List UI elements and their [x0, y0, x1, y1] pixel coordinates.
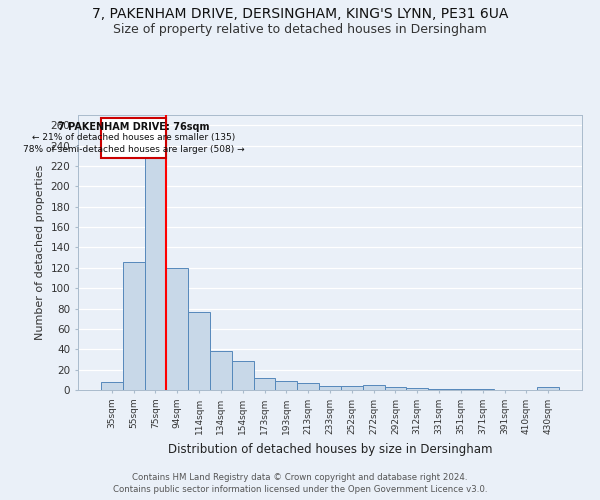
- Text: Distribution of detached houses by size in Dersingham: Distribution of detached houses by size …: [168, 442, 492, 456]
- Bar: [297, 383, 319, 390]
- Bar: [385, 387, 406, 390]
- Bar: [363, 385, 385, 390]
- Bar: [101, 118, 166, 158]
- Bar: [123, 262, 145, 390]
- Text: 7 PAKENHAM DRIVE: 76sqm: 7 PAKENHAM DRIVE: 76sqm: [58, 122, 209, 132]
- Bar: [188, 312, 210, 390]
- Y-axis label: Number of detached properties: Number of detached properties: [35, 165, 45, 340]
- Bar: [341, 386, 363, 390]
- Bar: [275, 381, 297, 390]
- Bar: [232, 362, 254, 390]
- Bar: [537, 387, 559, 390]
- Bar: [210, 352, 232, 390]
- Bar: [428, 389, 450, 390]
- Bar: [472, 389, 494, 390]
- Text: Contains HM Land Registry data © Crown copyright and database right 2024.: Contains HM Land Registry data © Crown c…: [132, 472, 468, 482]
- Text: Contains public sector information licensed under the Open Government Licence v3: Contains public sector information licen…: [113, 485, 487, 494]
- Bar: [319, 386, 341, 390]
- Bar: [166, 268, 188, 390]
- Bar: [101, 382, 123, 390]
- Bar: [254, 378, 275, 390]
- Text: ← 21% of detached houses are smaller (135): ← 21% of detached houses are smaller (13…: [32, 134, 235, 142]
- Bar: [450, 389, 472, 390]
- Text: 7, PAKENHAM DRIVE, DERSINGHAM, KING'S LYNN, PE31 6UA: 7, PAKENHAM DRIVE, DERSINGHAM, KING'S LY…: [92, 8, 508, 22]
- Bar: [145, 130, 166, 390]
- Bar: [406, 388, 428, 390]
- Text: 78% of semi-detached houses are larger (508) →: 78% of semi-detached houses are larger (…: [23, 145, 244, 154]
- Text: Size of property relative to detached houses in Dersingham: Size of property relative to detached ho…: [113, 22, 487, 36]
